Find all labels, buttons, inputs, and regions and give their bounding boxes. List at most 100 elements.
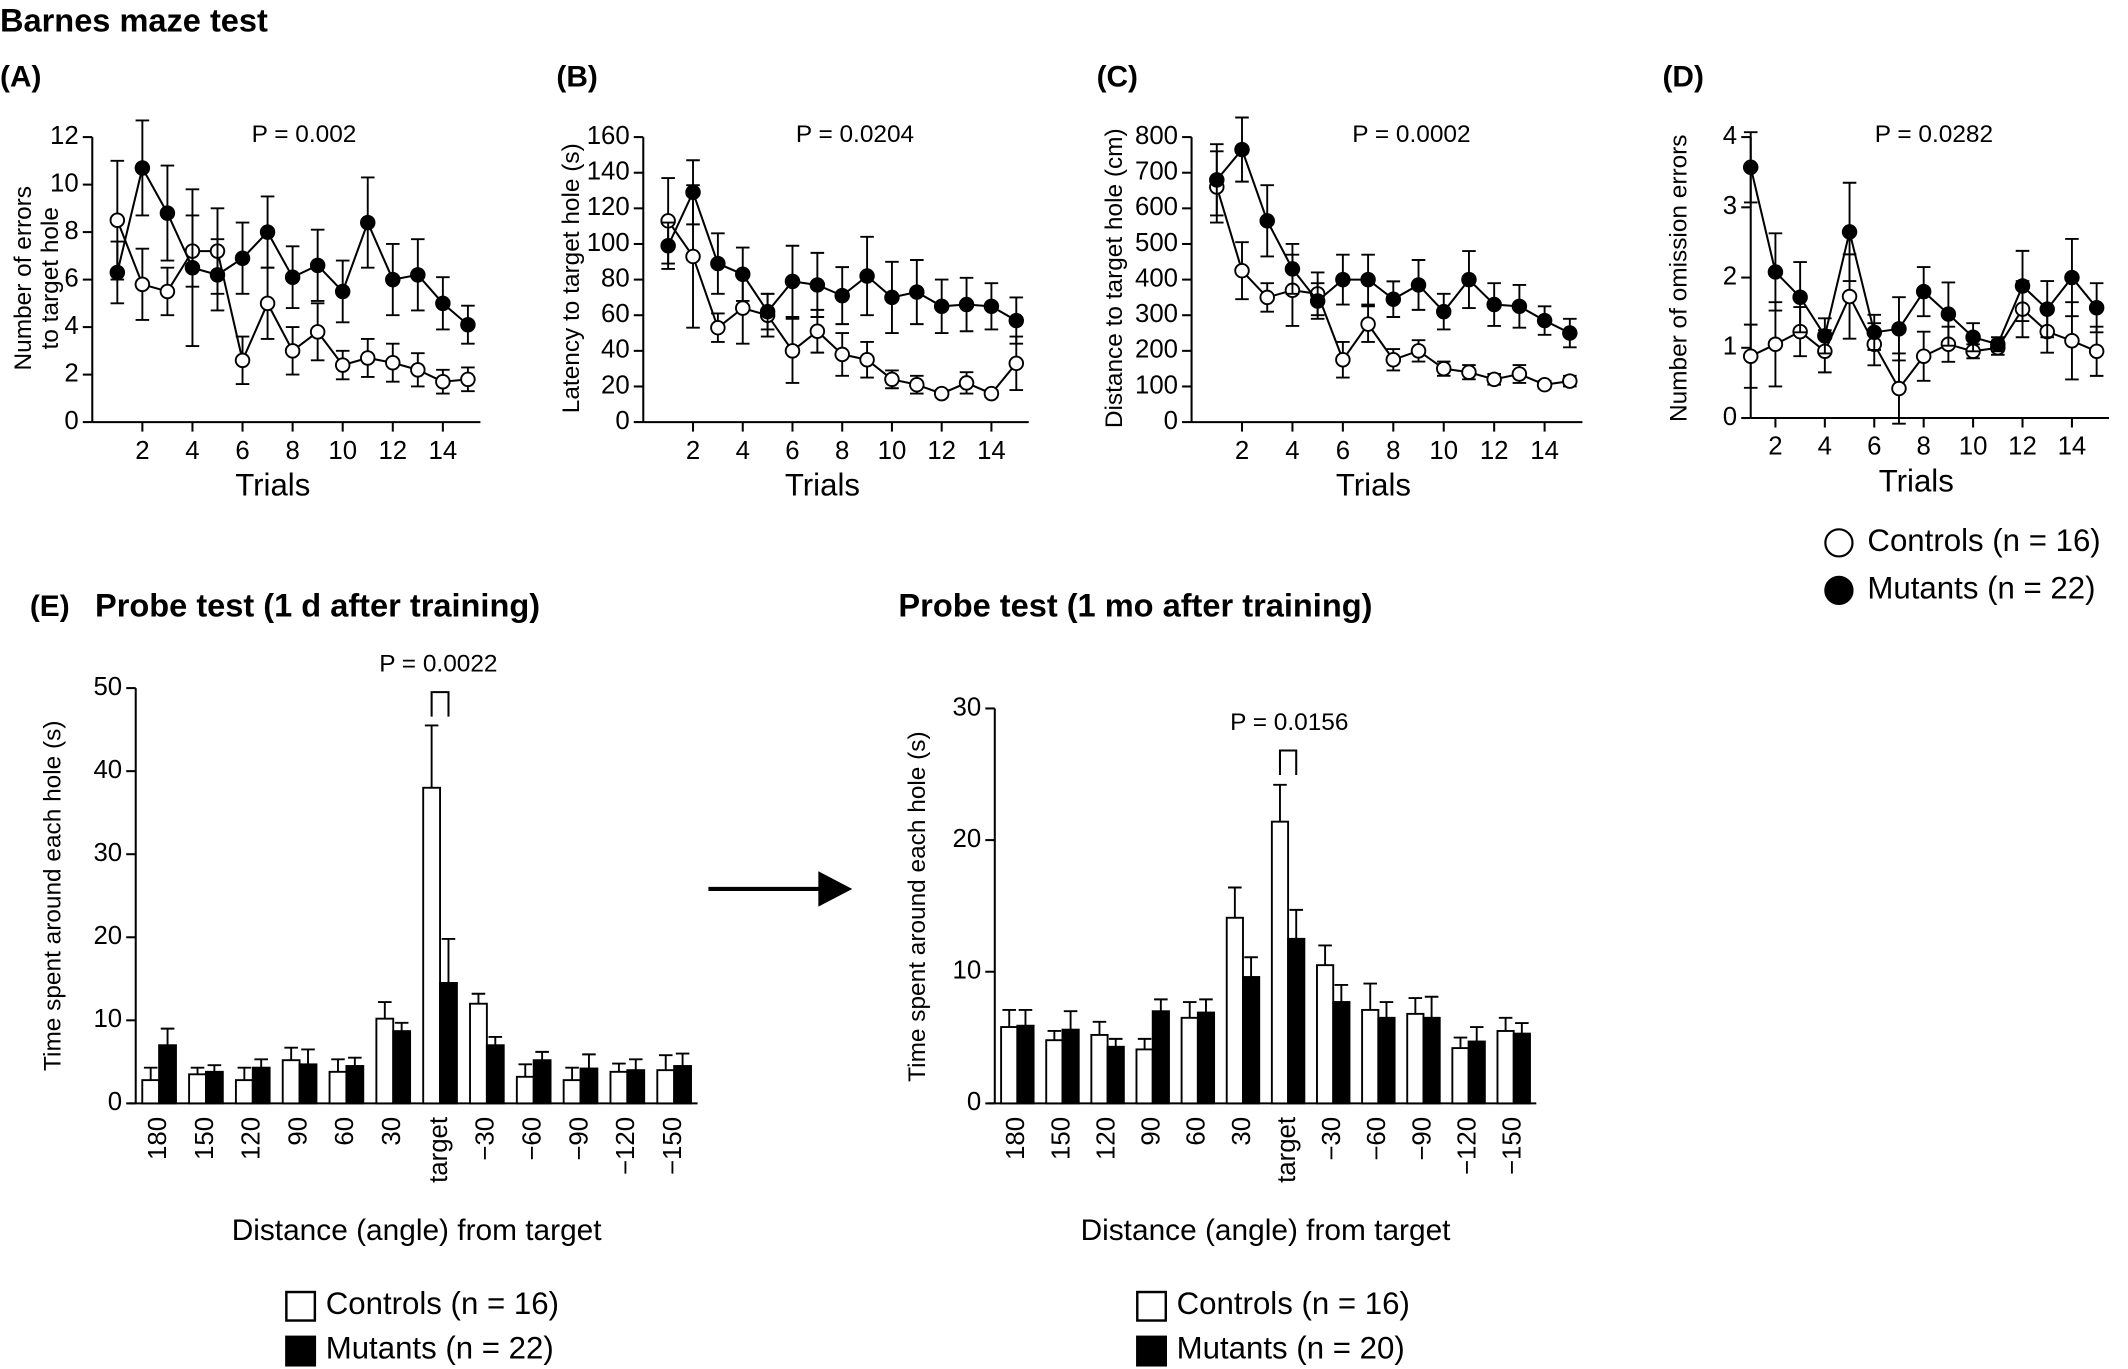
data-point xyxy=(983,385,1000,402)
error-bar xyxy=(348,1056,362,1067)
bar xyxy=(1135,1048,1154,1105)
bar xyxy=(375,1017,395,1105)
x-tick-label: 4 xyxy=(1818,433,1832,461)
bar xyxy=(515,1075,535,1105)
x-tick-label: 10 xyxy=(878,437,907,465)
x-tick-label: 150 xyxy=(1047,1117,1075,1160)
x-tick-label: 12 xyxy=(1480,437,1509,465)
bar xyxy=(1406,1012,1425,1105)
y-tick-label: 8 xyxy=(64,217,78,245)
data-point xyxy=(385,354,401,371)
panel-label: (A) xyxy=(0,61,41,94)
bar xyxy=(1316,964,1335,1105)
y-tick-label: 300 xyxy=(1135,300,1178,328)
data-point xyxy=(983,298,1000,315)
data-point xyxy=(259,224,276,240)
x-tick-label: 10 xyxy=(328,437,357,465)
x-tick-label: −150 xyxy=(1499,1117,1527,1175)
data-point xyxy=(460,371,476,388)
x-axis-label: Trials xyxy=(235,467,310,502)
p-value: P = 0.0204 xyxy=(796,121,914,148)
p-value: P = 0.0002 xyxy=(1352,121,1470,148)
y-tick-label: 60 xyxy=(601,300,630,328)
data-point xyxy=(360,350,376,366)
legend-label: Controls (n = 16) xyxy=(326,1286,559,1321)
data-point xyxy=(1335,352,1351,368)
bar xyxy=(392,1030,412,1105)
x-tick-label: 60 xyxy=(331,1117,359,1146)
data-point xyxy=(234,250,251,266)
data-point xyxy=(1990,336,2006,353)
bar xyxy=(1151,1010,1170,1105)
error-bar xyxy=(471,992,486,1004)
data-point xyxy=(1891,380,1907,397)
error-bar xyxy=(441,937,456,983)
y-tick-label: 10 xyxy=(93,1005,122,1033)
data-point xyxy=(2088,300,2105,316)
data-point xyxy=(334,357,351,373)
y-tick-label: 12 xyxy=(50,122,79,150)
data-point xyxy=(859,268,875,284)
y-tick-label: 40 xyxy=(601,336,630,364)
data-point xyxy=(2064,269,2080,286)
data-point xyxy=(958,375,975,391)
data-point xyxy=(784,343,801,359)
data-point xyxy=(909,376,925,393)
y-axis-label: to target hole xyxy=(37,207,64,349)
y-tick-label: 700 xyxy=(1135,158,1178,186)
data-point xyxy=(309,257,326,274)
arrow-head xyxy=(818,871,853,907)
data-point xyxy=(1385,291,1402,307)
error-bar xyxy=(237,1066,252,1081)
y-tick-label: 10 xyxy=(50,169,79,197)
y-tick-label: 20 xyxy=(953,825,982,853)
error-bar xyxy=(331,1058,345,1072)
data-point xyxy=(933,298,950,315)
x-tick-label: 8 xyxy=(1917,433,1931,461)
x-tick-label: 2 xyxy=(1768,433,1782,461)
p-value: P = 0.0156 xyxy=(1230,709,1348,736)
data-point xyxy=(1536,312,1553,329)
y-tick-label: 10 xyxy=(953,957,982,985)
data-point xyxy=(1486,296,1502,313)
data-point xyxy=(1360,316,1376,332)
x-tick-label: −60 xyxy=(1363,1117,1391,1161)
error-bar xyxy=(1498,1016,1513,1031)
error-bar xyxy=(160,1027,175,1046)
bar xyxy=(439,981,458,1105)
data-point xyxy=(334,283,351,300)
data-point xyxy=(834,346,850,363)
data-point xyxy=(1461,364,1477,380)
data-point xyxy=(435,373,451,390)
data-point xyxy=(1259,213,1275,229)
data-point xyxy=(1562,373,1578,389)
legend-label: Mutants (n = 22) xyxy=(326,1331,554,1366)
data-point xyxy=(109,264,126,281)
y-tick-label: 30 xyxy=(953,693,982,721)
y-tick-label: 40 xyxy=(93,756,122,784)
data-point xyxy=(385,271,401,288)
panel-label: (C) xyxy=(1097,61,1138,94)
bar xyxy=(1332,1001,1351,1105)
data-point xyxy=(1511,366,1528,382)
data-point xyxy=(184,259,201,276)
error-bar xyxy=(1092,1020,1107,1035)
bar xyxy=(1045,1039,1064,1105)
y-tick-label: 2 xyxy=(1723,262,1737,290)
y-tick-label: 1 xyxy=(1723,333,1737,361)
p-value: P = 0.0022 xyxy=(379,650,497,677)
bar xyxy=(158,1044,177,1105)
bar xyxy=(1242,976,1261,1105)
error-bar xyxy=(1018,1008,1033,1026)
data-point xyxy=(685,248,701,265)
x-tick-label: 4 xyxy=(185,437,199,465)
data-point xyxy=(1817,328,1833,344)
data-point xyxy=(410,362,426,378)
data-point xyxy=(1965,329,1981,345)
error-bar xyxy=(1108,1037,1123,1047)
error-bar xyxy=(658,1054,673,1071)
data-point xyxy=(309,324,326,340)
panel-label: (B) xyxy=(556,61,597,94)
bar xyxy=(1496,1030,1515,1105)
data-point xyxy=(909,284,925,300)
